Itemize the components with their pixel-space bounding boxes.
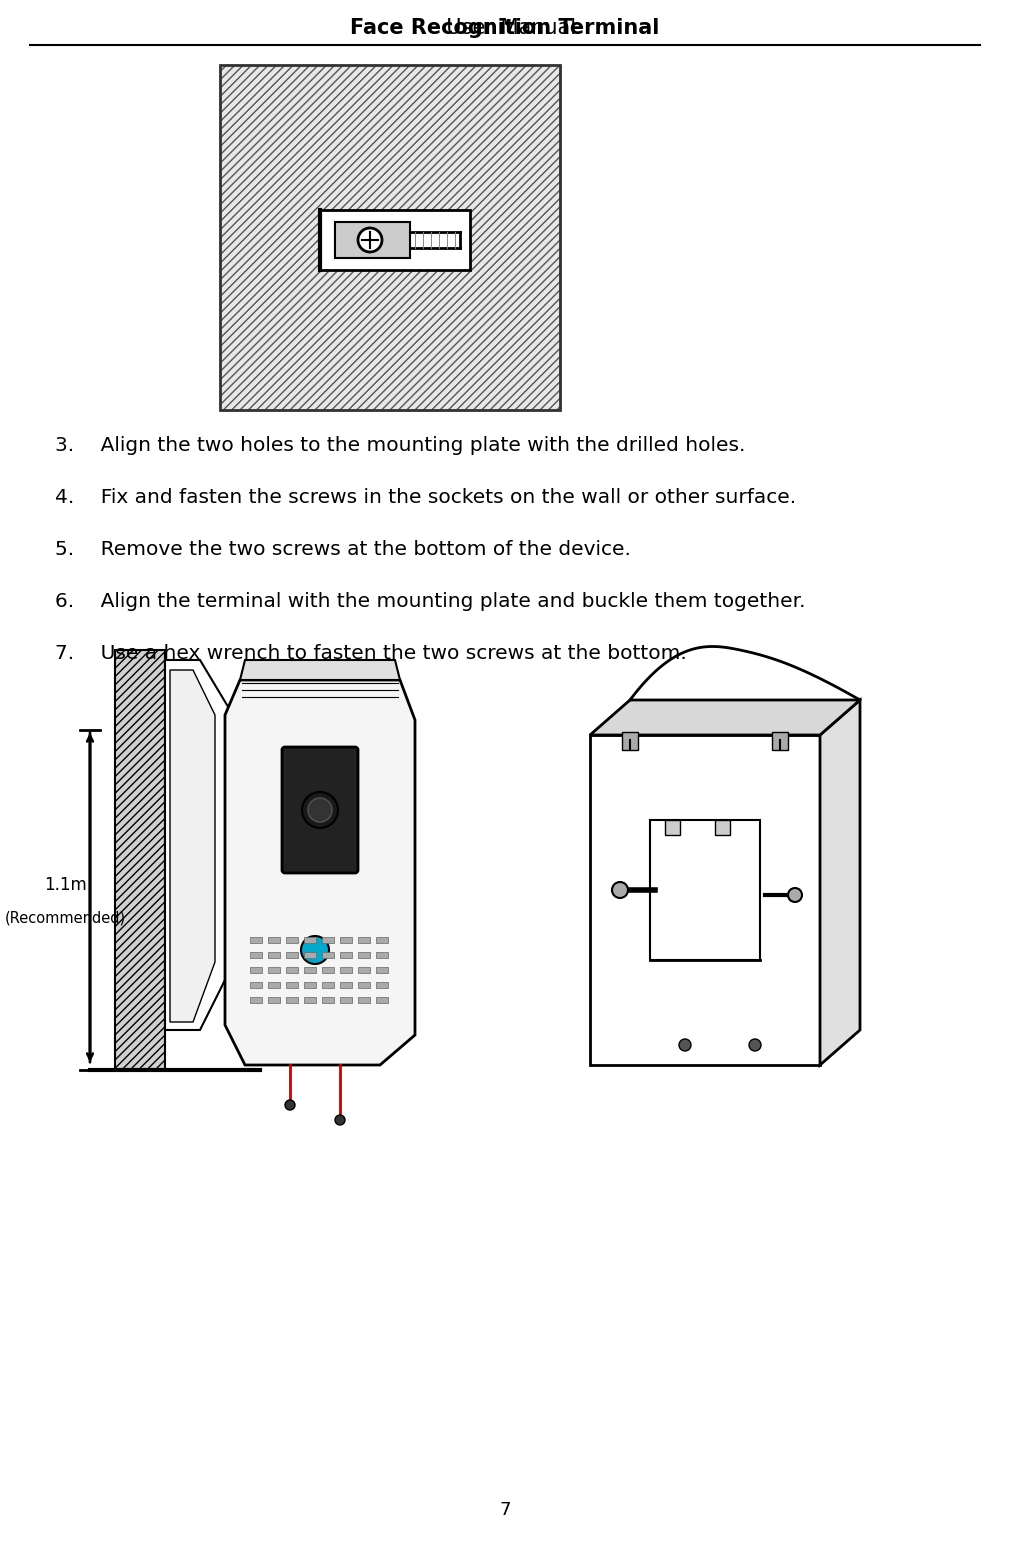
Bar xyxy=(304,982,316,988)
Bar xyxy=(358,937,370,943)
Bar xyxy=(376,968,388,972)
Polygon shape xyxy=(240,660,400,680)
Polygon shape xyxy=(650,820,760,960)
Text: 7: 7 xyxy=(499,1501,511,1519)
Circle shape xyxy=(679,1039,691,1051)
Bar xyxy=(304,937,316,943)
Circle shape xyxy=(285,1100,295,1110)
Bar xyxy=(268,997,280,1003)
Polygon shape xyxy=(220,65,560,410)
Bar xyxy=(286,968,298,972)
Bar xyxy=(250,982,262,988)
Bar xyxy=(286,982,298,988)
Bar xyxy=(376,997,388,1003)
Polygon shape xyxy=(225,680,415,1065)
Polygon shape xyxy=(115,650,165,1069)
Circle shape xyxy=(788,888,802,901)
Text: 5.  Remove the two screws at the bottom of the device.: 5. Remove the two screws at the bottom o… xyxy=(55,539,631,558)
Bar xyxy=(322,952,334,959)
Bar xyxy=(304,968,316,972)
Bar xyxy=(340,968,352,972)
Circle shape xyxy=(358,228,382,253)
Text: 1.1m: 1.1m xyxy=(43,875,87,894)
Text: (Recommended): (Recommended) xyxy=(4,911,125,926)
Bar xyxy=(268,968,280,972)
Polygon shape xyxy=(170,670,215,1022)
Text: 4.  Fix and fasten the screws in the sockets on the wall or other surface.: 4. Fix and fasten the screws in the sock… xyxy=(55,487,796,507)
Polygon shape xyxy=(820,700,860,1065)
Bar xyxy=(340,952,352,959)
Circle shape xyxy=(612,881,628,898)
Text: 7.  Use a hex wrench to fasten the two screws at the bottom.: 7. Use a hex wrench to fasten the two sc… xyxy=(55,644,687,663)
Bar xyxy=(268,937,280,943)
Bar xyxy=(376,982,388,988)
Bar xyxy=(286,952,298,959)
Bar xyxy=(358,982,370,988)
Circle shape xyxy=(301,935,329,965)
Bar xyxy=(772,732,788,750)
Polygon shape xyxy=(590,700,860,735)
Polygon shape xyxy=(590,735,820,1065)
Polygon shape xyxy=(715,820,730,835)
Bar xyxy=(268,982,280,988)
Circle shape xyxy=(308,798,332,821)
Polygon shape xyxy=(165,660,230,1029)
Bar xyxy=(286,997,298,1003)
Bar xyxy=(376,937,388,943)
Bar xyxy=(340,997,352,1003)
Bar xyxy=(358,952,370,959)
Circle shape xyxy=(749,1039,761,1051)
Text: User Manual: User Manual xyxy=(433,18,577,39)
Circle shape xyxy=(335,1116,345,1125)
Bar xyxy=(304,952,316,959)
Text: 3.  Align the two holes to the mounting plate with the drilled holes.: 3. Align the two holes to the mounting p… xyxy=(55,436,745,455)
Bar xyxy=(250,997,262,1003)
Polygon shape xyxy=(665,820,680,835)
Bar xyxy=(250,952,262,959)
Bar xyxy=(304,997,316,1003)
Polygon shape xyxy=(335,222,410,257)
Bar xyxy=(358,997,370,1003)
Text: 6.  Align the terminal with the mounting plate and buckle them together.: 6. Align the terminal with the mounting … xyxy=(55,592,806,610)
Bar xyxy=(358,968,370,972)
Bar xyxy=(268,952,280,959)
Bar xyxy=(622,732,638,750)
FancyBboxPatch shape xyxy=(282,747,358,874)
Bar xyxy=(340,982,352,988)
Bar xyxy=(322,997,334,1003)
Polygon shape xyxy=(320,210,470,270)
Bar xyxy=(340,937,352,943)
Bar xyxy=(250,968,262,972)
Bar xyxy=(376,952,388,959)
Circle shape xyxy=(302,792,338,828)
Bar xyxy=(322,982,334,988)
Bar xyxy=(250,937,262,943)
Bar xyxy=(322,937,334,943)
Bar xyxy=(322,968,334,972)
Text: Face Recognition Terminal: Face Recognition Terminal xyxy=(350,18,660,39)
Bar xyxy=(286,937,298,943)
